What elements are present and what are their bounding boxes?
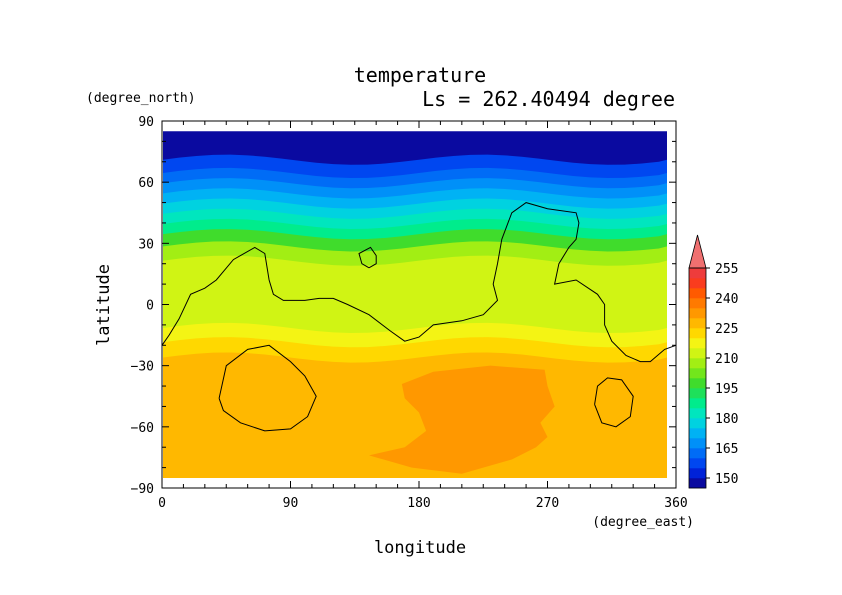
chart-subtitle: Ls = 262.40494 degree (422, 87, 675, 111)
colorbar-swatch (689, 318, 706, 329)
y-axis-label: latitude (94, 264, 114, 346)
colorbar-label: 195 (715, 382, 738, 397)
contour-line (161, 202, 677, 363)
x-tick-label: 90 (283, 496, 299, 511)
colorbar-swatch (689, 358, 706, 369)
y-tick-label: 90 (138, 115, 154, 130)
x-axis-label: longitude (374, 538, 466, 558)
contour-line (594, 377, 634, 428)
colorbar-label: 255 (715, 262, 738, 277)
colorbar-swatch (689, 458, 706, 469)
chart-title: temperature (354, 63, 486, 87)
colorbar-swatch (689, 278, 706, 289)
colorbar-swatch (689, 478, 706, 489)
colorbar-swatch (689, 408, 706, 419)
contour-line (218, 344, 317, 432)
colorbar-arrow (688, 234, 707, 269)
colorbar-swatch (689, 428, 706, 439)
y-axis-units: (degree_north) (86, 91, 196, 106)
warm-region (369, 365, 555, 474)
x-axis-units: (degree_east) (592, 515, 694, 530)
colorbar-frame (688, 267, 707, 489)
colorbar-label: 210 (715, 352, 738, 367)
colorbar-label: 150 (715, 472, 738, 487)
colorbar-label: 225 (715, 322, 738, 337)
colorbar-swatch (689, 288, 706, 299)
temperature-band (163, 467, 667, 478)
x-tick-label: 360 (664, 496, 687, 511)
temperature-field (163, 131, 667, 478)
colorbar-swatch (689, 418, 706, 429)
x-tick-label: 0 (158, 496, 166, 511)
y-tick-label: 60 (138, 176, 154, 191)
colorbar-swatch (689, 328, 706, 339)
y-tick-label: −60 (131, 421, 154, 436)
colorbar-label: 165 (715, 442, 738, 457)
x-tick-label: 180 (407, 496, 430, 511)
y-tick-label: −90 (131, 482, 154, 497)
contour-lines (161, 202, 677, 432)
colorbar-swatch (689, 398, 706, 409)
colorbar-swatch (689, 468, 706, 479)
axis-ticks: 0 90 180 270 360 −90 −60 −30 0 30 60 90 (131, 115, 688, 511)
y-tick-label: −30 (131, 360, 154, 375)
colorbar-swatch (689, 378, 706, 389)
colorbar-swatch (689, 348, 706, 359)
colorbar-label: 180 (715, 412, 738, 427)
colorbar-swatch (689, 268, 706, 279)
colorbar-swatch (689, 388, 706, 399)
colorbar: 150 165 180 195 210 225 240 255 (688, 234, 738, 489)
y-tick-label: 0 (146, 299, 154, 314)
colorbar-label: 240 (715, 292, 738, 307)
colorbar-swatch (689, 448, 706, 459)
y-tick-label: 30 (138, 237, 154, 252)
x-tick-label: 270 (536, 496, 559, 511)
colorbar-swatch (689, 338, 706, 349)
colorbar-swatch (689, 438, 706, 449)
colorbar-swatch (689, 298, 706, 309)
colorbar-swatch (689, 308, 706, 319)
colorbar-swatch (689, 368, 706, 379)
contour-line (358, 246, 377, 269)
